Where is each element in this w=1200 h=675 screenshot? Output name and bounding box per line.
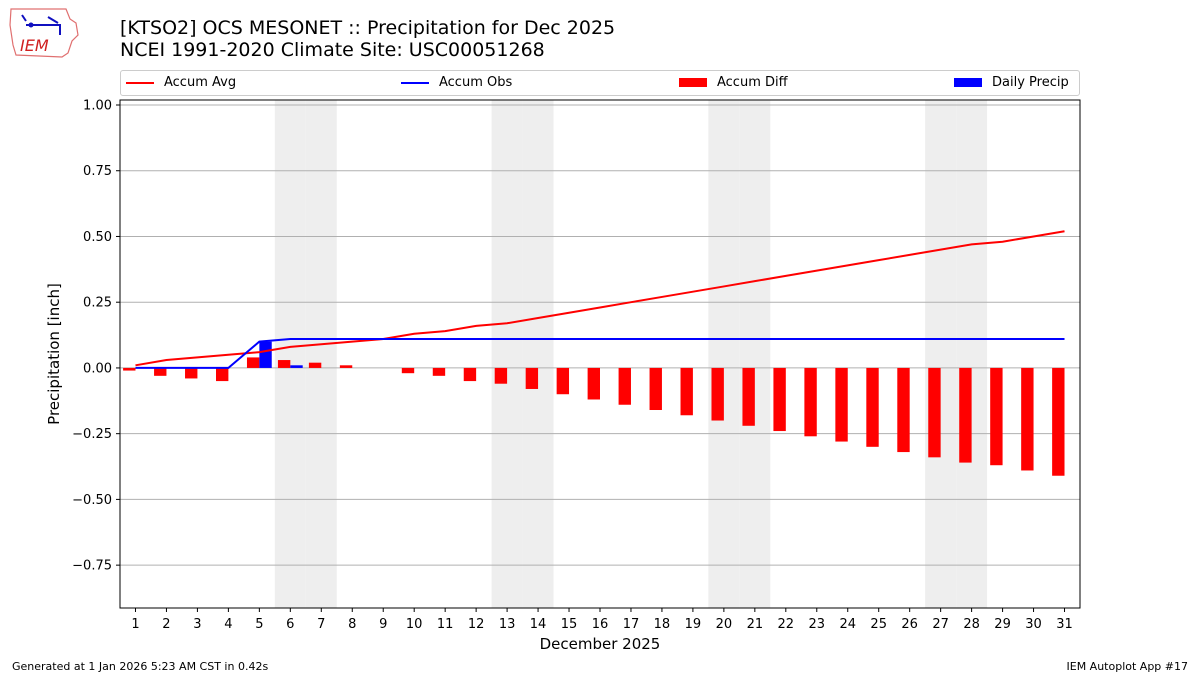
- x-tick-label: 4: [224, 617, 232, 632]
- x-tick-label: 16: [592, 617, 609, 632]
- x-tick-label: 11: [437, 617, 454, 632]
- accum-diff-bar: [649, 367, 662, 411]
- logo-text: IEM: [20, 36, 49, 55]
- accum-obs-line: [135, 338, 1065, 369]
- x-tick-label: 24: [839, 617, 856, 632]
- x-tick-label: 1: [131, 617, 139, 632]
- legend-accum-avg: Accum Avg: [126, 75, 236, 90]
- accum-diff-bar: [866, 367, 879, 447]
- accum-diff-bar: [835, 367, 848, 442]
- x-tick-label: 12: [468, 617, 485, 632]
- y-tick-label: −0.50: [72, 493, 112, 508]
- x-tick-label: 22: [778, 617, 795, 632]
- y-tick-label: 0.25: [83, 296, 112, 311]
- y-tick-label: 0.50: [83, 230, 112, 245]
- accum-avg-line: [135, 230, 1065, 367]
- accum-diff-bar: [339, 365, 353, 368]
- chart-title: [KTSO2] OCS MESONET :: Precipitation for…: [120, 17, 616, 39]
- accum-diff-bar: [1052, 367, 1065, 476]
- weekend-shade: [739, 100, 771, 608]
- x-tick-label: 2: [162, 617, 170, 632]
- x-tick-label: 17: [623, 617, 640, 632]
- legend-accum-diff: Accum Diff: [679, 75, 788, 90]
- x-tick-label: 30: [1025, 617, 1042, 632]
- x-tick-label: 6: [286, 617, 294, 632]
- accum-diff-bar: [525, 367, 539, 389]
- accum-diff-bar: [463, 367, 477, 382]
- y-axis-label: Precipitation [inch]: [45, 283, 63, 425]
- x-tick-label: 7: [317, 617, 325, 632]
- accum-diff-bar: [277, 360, 291, 368]
- accum-diff-bar: [154, 367, 167, 376]
- x-tick-label: 21: [747, 617, 764, 632]
- accum-diff-bar: [711, 367, 724, 421]
- generated-footer: Generated at 1 Jan 2026 5:23 AM CST in 0…: [12, 660, 269, 673]
- accum-diff-bar: [990, 367, 1003, 466]
- accum-diff-bar: [618, 367, 631, 405]
- y-tick-label: −0.75: [72, 559, 112, 574]
- accum-diff-bar: [432, 367, 446, 376]
- accum-diff-bar: [556, 367, 570, 395]
- daily-precip-bar: [259, 341, 272, 368]
- weekend-shade: [925, 100, 957, 608]
- chart-subtitle: NCEI 1991-2020 Climate Site: USC00051268: [120, 39, 545, 61]
- x-tick-label: 9: [379, 617, 387, 632]
- x-tick-label: 3: [193, 617, 201, 632]
- x-tick-label: 23: [809, 617, 826, 632]
- legend-accum-obs: Accum Obs: [401, 75, 512, 90]
- weekend-shade: [708, 100, 740, 608]
- x-tick-label: 10: [406, 617, 423, 632]
- y-tick-label: −0.25: [72, 427, 112, 442]
- x-tick-label: 8: [348, 617, 356, 632]
- weekend-shade: [491, 100, 523, 608]
- x-tick-label: 13: [499, 617, 516, 632]
- app-footer: IEM Autoplot App #17: [1066, 660, 1189, 673]
- x-tick-label: 20: [716, 617, 733, 632]
- accum-diff-bar: [897, 367, 910, 453]
- daily-precip-bar: [290, 365, 303, 368]
- x-tick-label: 29: [994, 617, 1011, 632]
- y-tick-label: 0.00: [83, 361, 112, 376]
- accum-diff-bar: [742, 367, 755, 426]
- accum-diff-bar: [494, 367, 508, 384]
- x-axis-label: December 2025: [540, 635, 661, 653]
- x-tick-label: 19: [685, 617, 702, 632]
- accum-diff-bar: [804, 367, 817, 437]
- weekend-shade: [305, 100, 337, 608]
- x-tick-label: 14: [530, 617, 547, 632]
- accum-diff-bar: [587, 367, 600, 400]
- y-tick-label: 1.00: [83, 98, 112, 113]
- legend: Accum Avg Accum Obs Accum Diff Daily Pre…: [120, 70, 1080, 96]
- accum-diff-bar: [308, 362, 322, 368]
- x-tick-label: 15: [561, 617, 578, 632]
- iem-logo: IEM: [9, 8, 79, 58]
- accum-diff-bar: [123, 367, 136, 371]
- accum-diff-bar: [216, 367, 229, 382]
- y-tick-label: 0.75: [83, 164, 112, 179]
- weekend-shade: [274, 100, 306, 608]
- accum-diff-bar: [1021, 367, 1034, 471]
- x-tick-label: 26: [901, 617, 918, 632]
- weekend-shade: [522, 100, 554, 608]
- x-tick-label: 25: [870, 617, 887, 632]
- accum-diff-bar: [773, 367, 786, 432]
- legend-daily-precip: Daily Precip: [954, 75, 1069, 90]
- accum-diff-bar: [401, 367, 415, 374]
- accum-diff-bar: [246, 357, 260, 368]
- accum-diff-bar: [959, 367, 972, 463]
- accum-diff-bar: [928, 367, 941, 458]
- accum-diff-bar: [680, 367, 693, 416]
- x-tick-label: 5: [255, 617, 263, 632]
- accum-diff-bar: [185, 367, 198, 379]
- weekend-shade: [956, 100, 988, 608]
- x-tick-label: 28: [963, 617, 980, 632]
- x-tick-label: 27: [932, 617, 949, 632]
- x-tick-label: 31: [1056, 617, 1073, 632]
- x-tick-label: 18: [654, 617, 671, 632]
